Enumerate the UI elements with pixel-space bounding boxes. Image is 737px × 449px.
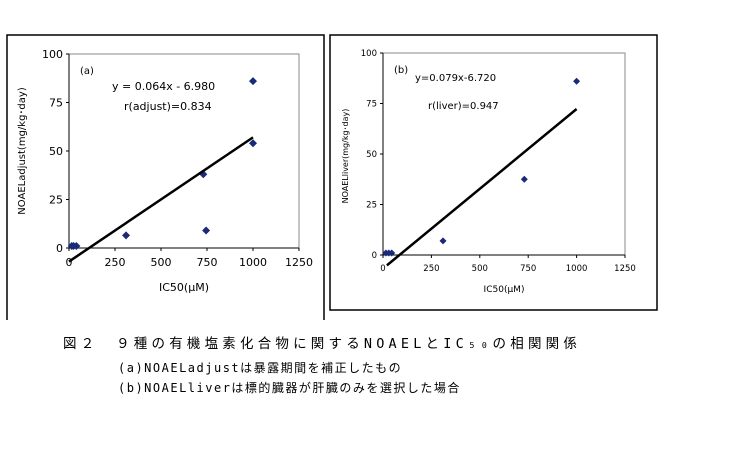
panel-a-y-tick-label: 75 [49,96,63,109]
panel-b-x-tick-label: 500 [472,264,488,274]
panel-a-y-tick-label: 0 [56,242,63,255]
panel-b-r-value: r(liver)=0.947 [428,101,499,112]
panel-b-x-tick-label: 750 [520,264,536,274]
panel-b-x-tick-label: 1000 [566,264,588,274]
caption-note-a: (a)NOAELadjustは暴露期間を補正したもの [118,361,403,375]
panel-a-x-tick-label: 500 [151,256,172,269]
panel-b-trendline [386,108,578,267]
panel-b-y-tick-label: 0 [372,251,377,261]
panel-b-y-label: NOAELliver(mg/kg･day) [341,109,350,204]
panel-a-data-point [72,242,81,251]
panel-a-y-tick-label: 50 [49,145,63,158]
panel-a-equation: y = 0.064x - 6.980 [112,80,215,93]
panel-a-x-tick-label: 750 [197,256,218,269]
panel-a-x-tick-label: 0 [66,256,73,269]
panel-b-data-point [388,249,396,257]
panel-a-x-tick-label: 1250 [285,256,313,269]
panel-b-equation: y=0.079x-6.720 [415,73,496,84]
panel-b-y-tick-label: 100 [361,49,377,59]
panel-a-y-label: NOAELadjust(mg/kg･day) [17,87,28,215]
panel-b-x-tick-label: 250 [423,264,439,274]
chart-panel-b: 0 250 500 750 1000 1250 0 25 50 75 100 (b) y=0.07… [329,34,658,311]
panel-a-label: (a) [80,66,94,77]
panel-a-trendline [68,136,254,263]
panel-b-data-point [520,175,528,183]
panel-b-data-point [439,237,447,245]
panel-b-x-tick-label: 0 [380,264,385,274]
panel-a-data-point [122,231,131,240]
panel-a-data-point [202,226,211,235]
caption-note-b: (b)NOAELliverは標的臓器が肝臓のみを選択した場合 [118,381,461,395]
panel-a-x-tick-label: 1000 [239,256,267,269]
panel-b-x-label: IC50(μM) [484,285,525,295]
panel-a-y-tick-label: 25 [49,193,63,206]
panel-a-y-tick-label: 100 [42,48,63,61]
figure-caption: 図２ ９種の有機塩素化合物に関するNOAELとIC₅₀の相関関係 [63,336,582,352]
panel-a-data-point [249,77,257,86]
panel-b-y-tick-label: 25 [366,200,377,210]
chart-panel-a: 0 250 500 750 1000 1250 0 25 50 75 100 (a) y = 0.… [6,34,325,320]
panel-a-data-point [249,139,257,148]
panel-b-label: (b) [394,65,408,76]
panel-a-x-tick-label: 250 [105,256,126,269]
panel-b-x-tick-label: 1250 [614,264,636,274]
panel-b-y-tick-label: 50 [366,150,377,160]
panel-b-y-tick-label: 75 [366,99,377,109]
panel-b-data-point [573,77,581,85]
panel-a-r-value: r(adjust)=0.834 [124,100,212,113]
panel-a-plot-area [68,53,300,249]
panel-b-plot-area [382,52,626,256]
panel-a-x-label: IC50(μM) [159,281,209,294]
